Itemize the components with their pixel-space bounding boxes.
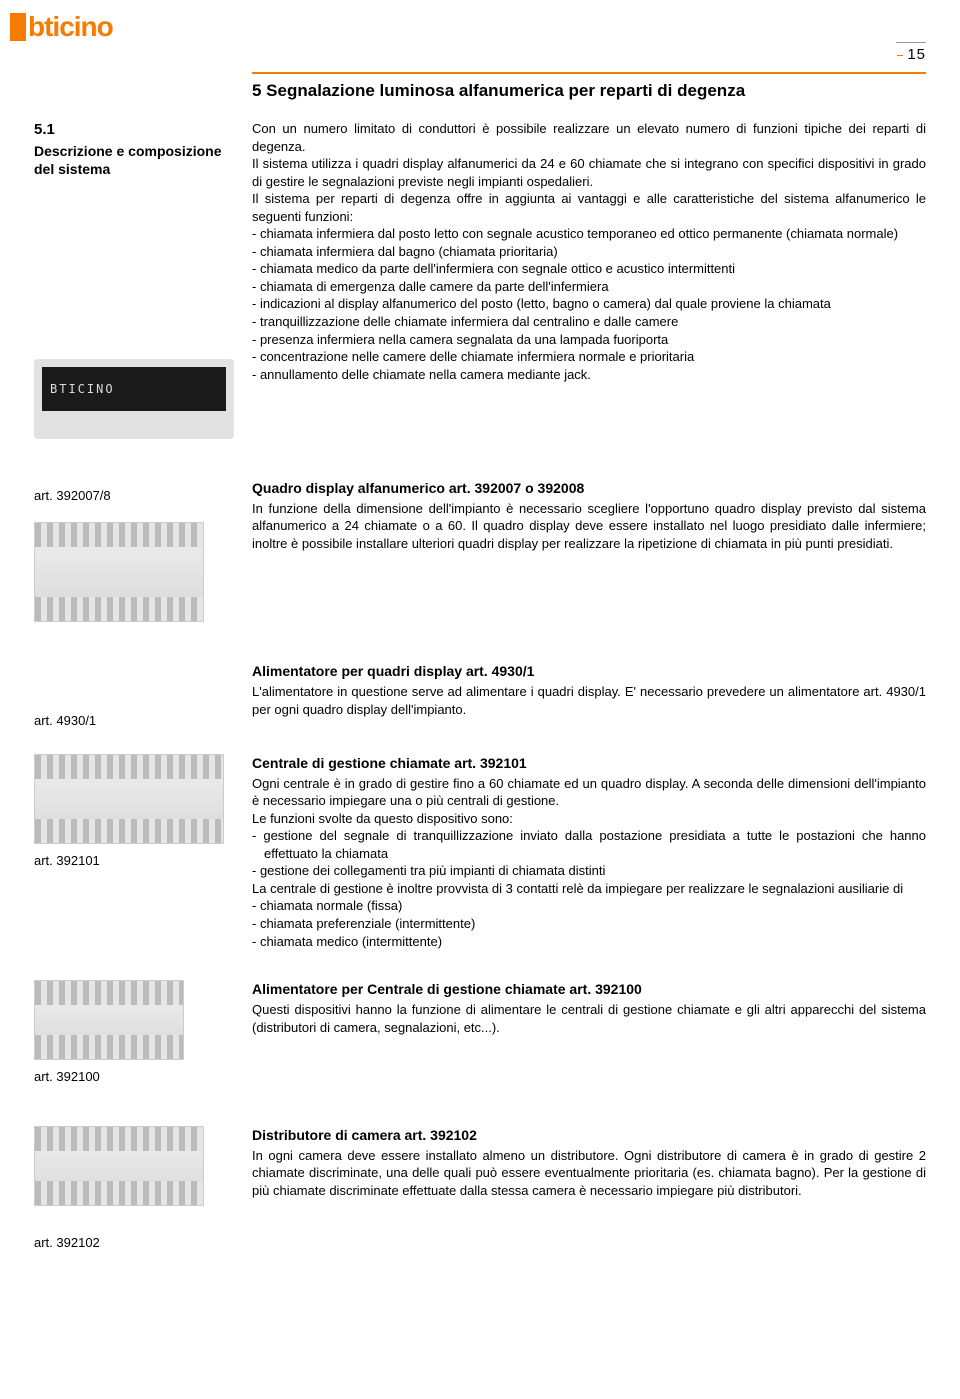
body-quadro: In funzione della dimensione dell'impian… — [252, 500, 926, 553]
display-unit-illustration: BTICINO — [34, 359, 234, 439]
art-label-distributore: art. 392102 — [34, 1234, 234, 1252]
page: bticino 15 5 Segnalazione luminosa alfan… — [0, 0, 960, 1399]
logo-mark — [10, 13, 26, 41]
section-label: Descrizione e composizione del sistema — [34, 142, 234, 178]
centrale-bullets2: chiamata normale (fissa) chiamata prefer… — [252, 897, 926, 950]
row-centrale: art. 392101 Centrale di gestione chiamat… — [0, 754, 960, 950]
product-illustration-distributore — [34, 1126, 204, 1206]
left-col-distributore: art. 392102 — [0, 1126, 252, 1252]
product-illustration-quadro — [34, 522, 204, 622]
product-illustration-alim-centrale — [34, 980, 184, 1060]
row-intro: 5.1 Descrizione e composizione del siste… — [0, 120, 960, 439]
heading-centrale: Centrale di gestione chiamate art. 39210… — [252, 754, 926, 773]
logo-text: bticino — [28, 8, 113, 46]
right-col-distributore: Distributore di camera art. 392102 In og… — [252, 1126, 960, 1252]
section-number: 5.1 — [34, 120, 234, 140]
centrale-bullets1: gestione del segnale di tranquillizzazio… — [252, 827, 926, 880]
right-col-centrale: Centrale di gestione chiamate art. 39210… — [252, 754, 960, 950]
bullet: chiamata infermiera dal bagno (chiamata … — [252, 243, 926, 261]
bullet: concentrazione nelle camere delle chiama… — [252, 348, 926, 366]
centrale-p1: Ogni centrale è in grado di gestire fino… — [252, 775, 926, 810]
bullet: chiamata di emergenza dalle camere da pa… — [252, 278, 926, 296]
left-col-51: 5.1 Descrizione e composizione del siste… — [0, 120, 252, 439]
page-title: 5 Segnalazione luminosa alfanumerica per… — [252, 72, 926, 103]
row-alim-centrale: art. 392100 Alimentatore per Centrale di… — [0, 980, 960, 1086]
right-col-intro: Con un numero limitato di conduttori è p… — [252, 120, 960, 439]
page-number: 15 — [896, 42, 926, 65]
art-label-centrale: art. 392101 — [34, 852, 234, 870]
product-illustration-centrale — [34, 754, 224, 844]
bullet: chiamata preferenziale (intermittente) — [252, 915, 926, 933]
bullet: annullamento delle chiamate nella camera… — [252, 366, 926, 384]
centrale-p2: Le funzioni svolte da questo dispositivo… — [252, 810, 926, 828]
row-distributore: art. 392102 Distributore di camera art. … — [0, 1126, 960, 1252]
intro-p2: Il sistema utilizza i quadri display alf… — [252, 155, 926, 190]
body-distributore: In ogni camera deve essere installato al… — [252, 1147, 926, 1200]
heading-alim-quadri: Alimentatore per quadri display art. 493… — [252, 662, 926, 681]
bullet: tranquillizzazione delle chiamate inferm… — [252, 313, 926, 331]
right-col-alim-centrale: Alimentatore per Centrale di gestione ch… — [252, 980, 960, 1086]
intro-bullets: chiamata infermiera dal posto letto con … — [252, 225, 926, 383]
right-col-quadro: Quadro display alfanumerico art. 392007 … — [252, 479, 960, 623]
row-alim-quadri: art. 4930/1 Alimentatore per quadri disp… — [0, 662, 960, 730]
body-alim-quadri: L'alimentatore in questione serve ad ali… — [252, 683, 926, 718]
art-label-quadro: art. 392007/8 — [34, 487, 234, 505]
art-label-alim-quadri: art. 4930/1 — [34, 712, 234, 730]
left-col-centrale: art. 392101 — [0, 754, 252, 950]
art-label-alim-centrale: art. 392100 — [34, 1068, 234, 1086]
bullet: gestione del segnale di tranquillizzazio… — [252, 827, 926, 862]
left-col-alim-centrale: art. 392100 — [0, 980, 252, 1086]
bullet: presenza infermiera nella camera segnala… — [252, 331, 926, 349]
bullet: gestione dei collegamenti tra più impian… — [252, 862, 926, 880]
left-col-quadro: art. 392007/8 — [0, 479, 252, 623]
heading-quadro: Quadro display alfanumerico art. 392007 … — [252, 479, 926, 498]
bullet: indicazioni al display alfanumerico del … — [252, 295, 926, 313]
bullet: chiamata infermiera dal posto letto con … — [252, 225, 926, 243]
intro-p1: Con un numero limitato di conduttori è p… — [252, 120, 926, 155]
bullet: chiamata medico da parte dell'infermiera… — [252, 260, 926, 278]
body-alim-centrale: Questi dispositivi hanno la funzione di … — [252, 1001, 926, 1036]
right-col-alim-quadri: Alimentatore per quadri display art. 493… — [252, 662, 960, 730]
bullet: chiamata medico (intermittente) — [252, 933, 926, 951]
heading-alim-centrale: Alimentatore per Centrale di gestione ch… — [252, 980, 926, 999]
heading-distributore: Distributore di camera art. 392102 — [252, 1126, 926, 1145]
display-screen: BTICINO — [42, 367, 226, 411]
intro-p3: Il sistema per reparti di degenza offre … — [252, 190, 926, 225]
row-quadro: art. 392007/8 Quadro display alfanumeric… — [0, 479, 960, 623]
centrale-p3: La centrale di gestione è inoltre provvi… — [252, 880, 926, 898]
content-area: 5.1 Descrizione e composizione del siste… — [0, 120, 960, 1269]
brand-logo: bticino — [10, 8, 205, 46]
left-col-alim-quadri: art. 4930/1 — [0, 662, 252, 730]
bullet: chiamata normale (fissa) — [252, 897, 926, 915]
